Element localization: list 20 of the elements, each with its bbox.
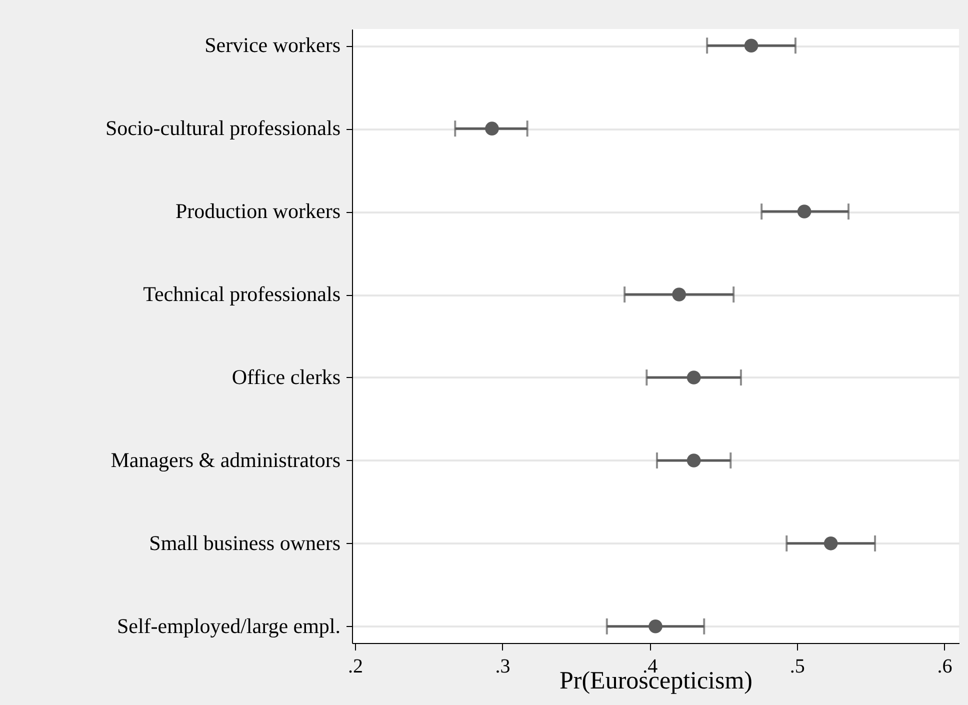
point — [797, 204, 812, 218]
point — [648, 620, 662, 634]
point — [686, 454, 701, 468]
y-tick-label: Self-employed/large empl. — [116, 614, 340, 638]
y-tick-label: Socio-cultural professionals — [105, 116, 340, 140]
point — [672, 288, 686, 302]
point — [686, 370, 701, 384]
y-tick-label: Managers & administrators — [110, 448, 340, 472]
x-tick-label: .6 — [937, 656, 952, 678]
y-tick-label: Technical professionals — [143, 282, 340, 306]
point — [744, 38, 758, 52]
y-tick-label: Office clerks — [232, 364, 340, 389]
point — [485, 122, 499, 136]
x-tick-label: .5 — [790, 656, 805, 678]
x-tick-label: .2 — [348, 656, 363, 678]
y-tick-label: Small business owners — [149, 530, 340, 555]
x-tick-label: .3 — [495, 656, 510, 678]
y-tick-label: Production workers — [175, 199, 340, 224]
point — [824, 536, 838, 550]
y-tick-label: Service workers — [204, 33, 340, 58]
